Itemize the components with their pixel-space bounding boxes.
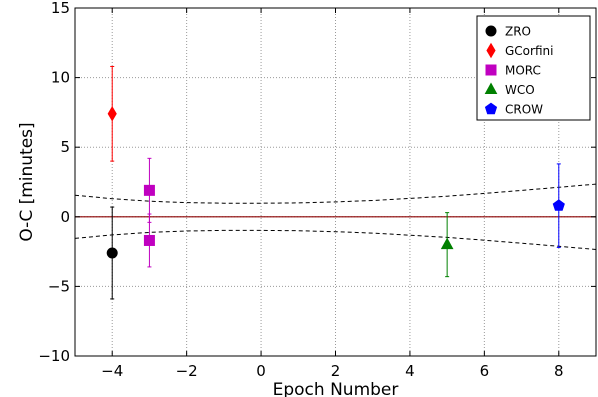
legend-entry-gcorfini: GCorfini [486,42,553,59]
data-points [106,65,565,300]
y-tick-label: 5 [60,138,70,156]
x-tick-label: 8 [554,362,564,380]
axes: −4 −2 0 2 4 6 8 −10 −5 0 5 10 15 [38,0,597,380]
y-tick-label: 15 [51,0,70,17]
y-axis-title: O-C [minutes] [17,122,37,241]
legend-entry-wco: WCO [484,82,535,97]
legend-label-wco: WCO [505,83,535,97]
data-point-morc [143,213,155,268]
x-tick-label: −2 [176,362,198,380]
envelope-upper [74,183,597,204]
legend-label-zro: ZRO [505,25,531,39]
marker-wco [440,237,454,250]
data-point-zro [106,206,118,300]
legend-label-morc: MORC [505,64,541,78]
y-tick-label: 0 [60,208,70,226]
legend-label-gcorfini: GCorfini [505,44,553,58]
uncertainty-envelope [74,183,597,250]
marker-gcorfini [107,106,117,122]
x-tick-label: 4 [405,362,415,380]
data-point-wco [440,212,454,278]
x-tick-label: 2 [331,362,341,380]
legend-marker-crow [484,102,498,115]
legend-entry-morc: MORC [485,64,541,78]
legend-marker-morc [485,64,497,76]
x-tick-label: −4 [101,362,123,380]
marker-crow [552,199,565,211]
y-tick-label: −5 [48,277,70,295]
legend-entry-zro: ZRO [485,25,531,39]
envelope-lower [74,229,597,250]
data-point-gcorfini [107,65,117,162]
legend-marker-zro [485,25,497,37]
x-tick-label: 6 [480,362,490,380]
marker-morc [143,234,155,246]
y-tick-label: 10 [51,69,70,87]
legend-label-crow: CROW [505,103,543,117]
marker-morc [143,184,155,196]
legend-entry-crow: CROW [484,102,543,117]
x-axis-title: Epoch Number [273,380,399,397]
legend-marker-gcorfini [486,42,496,59]
y-tick-label: −10 [38,347,70,365]
marker-zro [106,247,118,259]
legend-marker-wco [484,82,498,94]
x-tick-label: 0 [256,362,266,380]
data-point-morc [143,157,155,223]
legend: ZRO GCorfini MORC WCO CROW [476,15,591,121]
data-point-crow [552,163,565,248]
